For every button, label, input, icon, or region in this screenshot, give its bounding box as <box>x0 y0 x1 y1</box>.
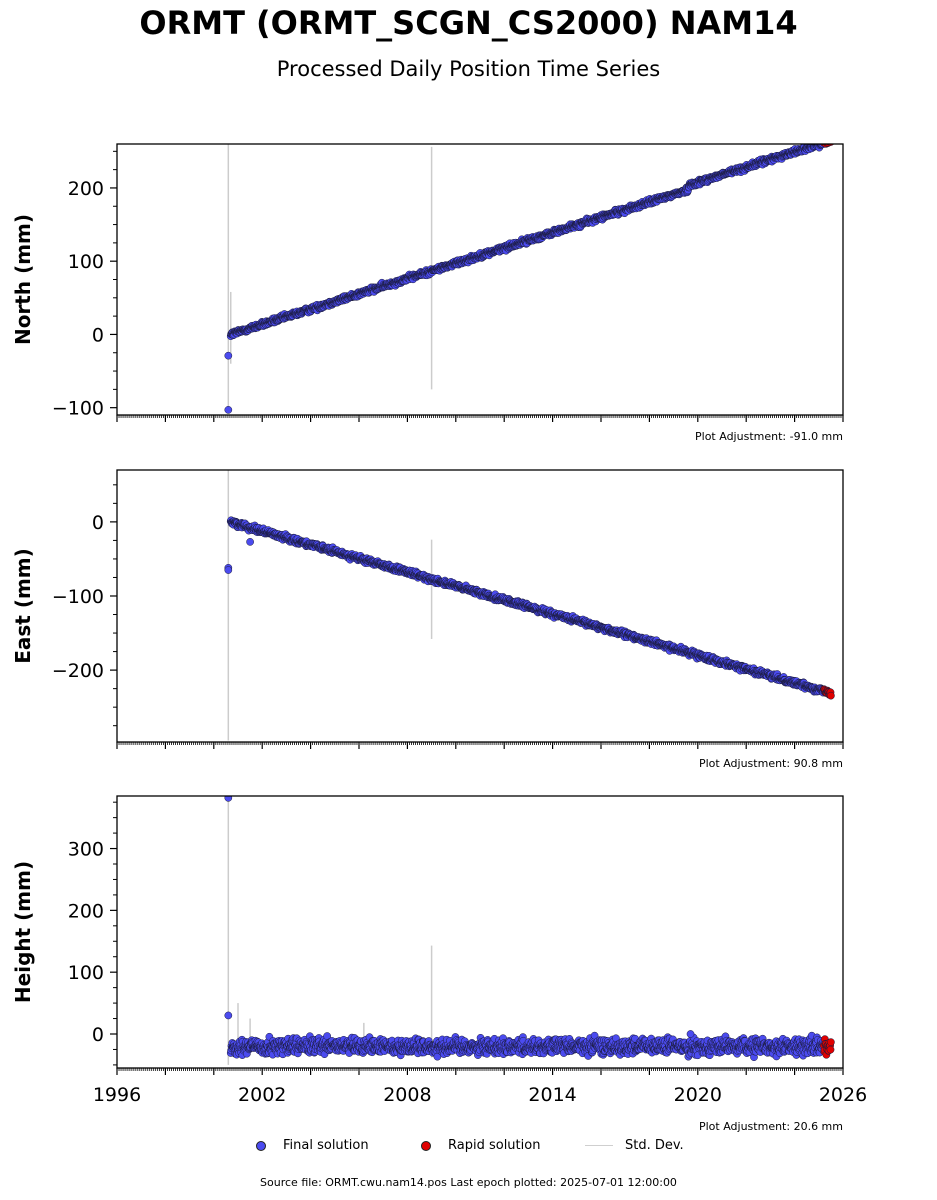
y-tick-label: 0 <box>92 324 104 346</box>
rapid-point <box>827 691 835 700</box>
y-tick-label: 200 <box>68 178 104 200</box>
rapid-point <box>826 136 833 143</box>
rapid-point <box>825 136 832 143</box>
chart-subtitle: Processed Daily Position Time Series <box>276 57 661 81</box>
rapid-point <box>827 136 834 143</box>
panel-1: −100 0 100 200 North (mm) Plot Adjustment: -9… <box>11 136 844 443</box>
plot-area <box>224 136 835 414</box>
rapid-point <box>825 144 830 145</box>
axes-frame <box>116 143 844 416</box>
plot-adjustment: Plot Adjustment: 90.8 mm <box>699 757 843 770</box>
y-axis-label: East (mm) <box>11 548 35 664</box>
y-tick-label: −100 <box>52 398 104 420</box>
y-tick-label: −100 <box>52 586 104 608</box>
panel-2: −200 −100 0 East (mm) Plot Adjustment: 90.8 … <box>11 469 844 770</box>
y-tick-label: 0 <box>92 512 104 534</box>
axes-frame <box>116 469 844 743</box>
outlier-point <box>246 538 254 546</box>
plot-area <box>224 796 835 1065</box>
plot-area <box>224 470 835 741</box>
y-axis-label: North (mm) <box>11 214 35 345</box>
final-point <box>816 144 821 145</box>
final-point <box>820 137 827 144</box>
y-tick-label: −200 <box>52 660 104 682</box>
outlier-point <box>224 351 233 360</box>
y-tick-label: 100 <box>68 251 104 273</box>
chart-title: ORMT (ORMT_SCGN_CS2000) NAM14 <box>139 4 798 42</box>
outlier-point <box>224 566 233 574</box>
final-point <box>822 144 824 145</box>
plot-adjustment: Plot Adjustment: -91.0 mm <box>695 430 843 443</box>
outlier-point <box>224 406 233 414</box>
